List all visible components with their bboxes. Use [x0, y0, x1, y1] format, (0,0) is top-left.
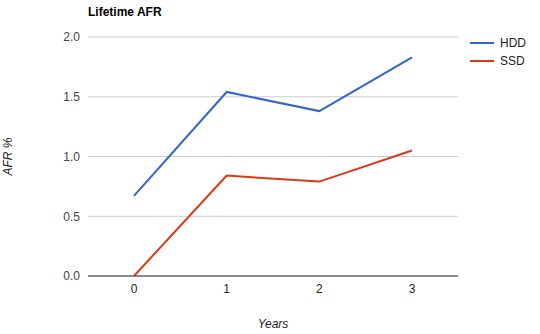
html-text:Lifetime AFR: Lifetime AFR: [88, 5, 162, 19]
svg-text:2: 2: [316, 282, 323, 296]
html-text:SSD: SSD: [500, 54, 525, 68]
svg-text:1.5: 1.5: [63, 90, 80, 104]
svg-text:2.0: 2.0: [63, 30, 80, 44]
svg-text:0.0: 0.0: [63, 269, 80, 283]
svg-text:3: 3: [409, 282, 416, 296]
svg-text:Years: Years: [258, 317, 289, 331]
svg-text:1: 1: [223, 282, 230, 296]
svg-text:AFR %: AFR %: [8, 137, 15, 176]
svg-text:0.5: 0.5: [63, 210, 80, 224]
svg-text:1.0: 1.0: [63, 150, 80, 164]
html-text:HDD: HDD: [500, 36, 526, 50]
svg-text:0: 0: [131, 282, 138, 296]
